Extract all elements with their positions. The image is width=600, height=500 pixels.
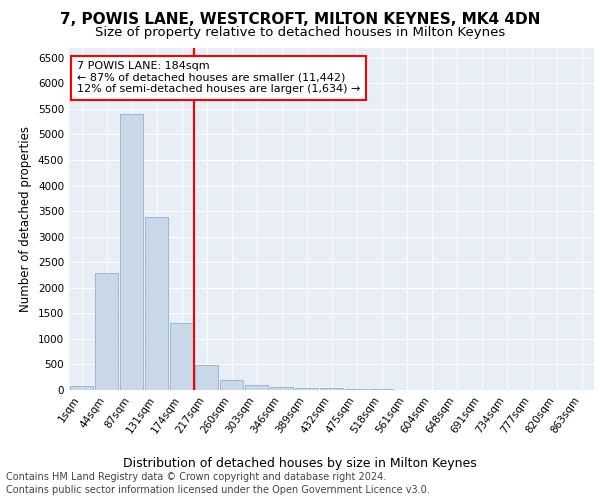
Bar — [70, 386, 93, 390]
Text: Contains public sector information licensed under the Open Government Licence v3: Contains public sector information licen… — [6, 485, 430, 495]
Bar — [120, 114, 143, 390]
Bar — [220, 380, 243, 390]
Bar — [145, 217, 168, 390]
Text: Distribution of detached houses by size in Milton Keynes: Distribution of detached houses by size … — [123, 458, 477, 470]
Bar — [345, 389, 368, 390]
Bar — [245, 385, 268, 390]
Text: 7, POWIS LANE, WESTCROFT, MILTON KEYNES, MK4 4DN: 7, POWIS LANE, WESTCROFT, MILTON KEYNES,… — [60, 12, 540, 28]
Bar — [295, 388, 318, 390]
Y-axis label: Number of detached properties: Number of detached properties — [19, 126, 32, 312]
Bar — [195, 366, 218, 390]
Bar — [320, 388, 343, 390]
Bar — [270, 386, 293, 390]
Text: Contains HM Land Registry data © Crown copyright and database right 2024.: Contains HM Land Registry data © Crown c… — [6, 472, 386, 482]
Text: 7 POWIS LANE: 184sqm
← 87% of detached houses are smaller (11,442)
12% of semi-d: 7 POWIS LANE: 184sqm ← 87% of detached h… — [77, 61, 360, 94]
Bar — [95, 274, 118, 390]
Text: Size of property relative to detached houses in Milton Keynes: Size of property relative to detached ho… — [95, 26, 505, 39]
Bar — [170, 323, 193, 390]
